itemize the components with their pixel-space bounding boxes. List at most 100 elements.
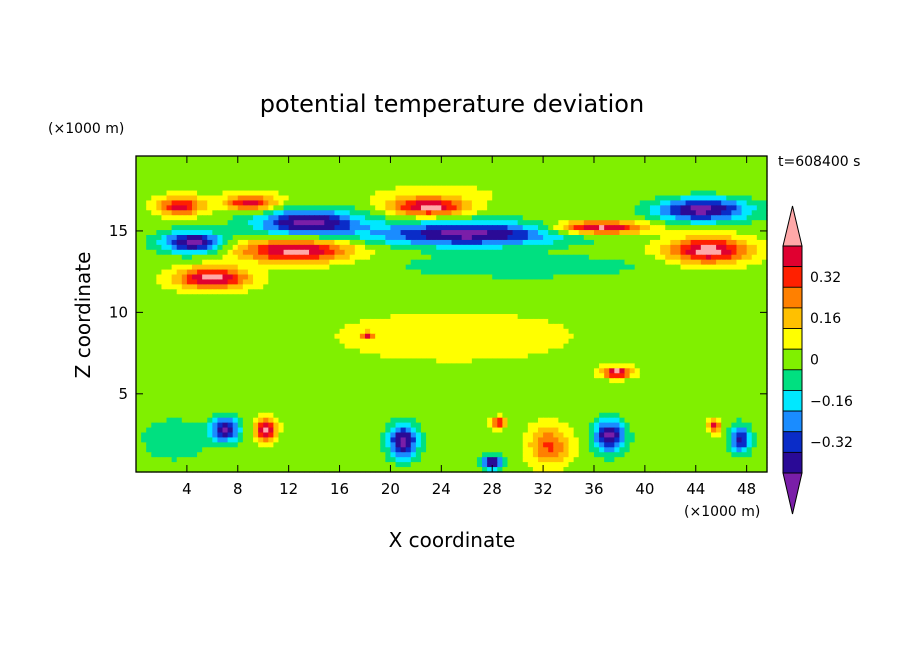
contour-cell (283, 220, 290, 226)
contour-cell (492, 299, 498, 305)
contour-cell (258, 269, 264, 276)
contour-cell (716, 343, 722, 350)
contour-cell (400, 323, 407, 330)
contour-cell (512, 299, 519, 305)
contour-cell (217, 333, 224, 340)
contour-cell (583, 156, 590, 162)
contour-cell (227, 170, 234, 177)
contour-cell (604, 239, 610, 246)
contour-cell (303, 259, 310, 266)
contour-cell (466, 328, 473, 335)
contour-cell (431, 195, 437, 202)
contour-cell (644, 220, 651, 226)
contour-cell (543, 323, 549, 330)
contour-cell (380, 210, 386, 216)
contour-cell (370, 323, 376, 330)
contour-cell (176, 328, 183, 335)
contour-cell (181, 274, 188, 281)
contour-cell (492, 195, 498, 202)
contour-cell (420, 314, 427, 320)
contour-cell (563, 175, 570, 182)
contour-cell (741, 190, 748, 197)
contour-cell (746, 294, 753, 300)
contour-cell (639, 333, 646, 340)
contour-cell (156, 225, 163, 231)
contour-cell (258, 314, 264, 320)
contour-cell (380, 180, 386, 187)
contour-cell (400, 244, 407, 251)
contour-cell (553, 225, 559, 231)
contour-cell (736, 156, 743, 162)
contour-cell (670, 215, 676, 221)
contour-cell (273, 264, 280, 271)
contour-cell (736, 165, 743, 172)
contour-cell (629, 299, 636, 305)
contour-cell (619, 343, 626, 350)
contour-cell (487, 225, 493, 231)
contour-cell (161, 170, 168, 177)
contour-cell (578, 225, 585, 231)
contour-cell (273, 175, 280, 182)
contour-cell (670, 205, 676, 211)
contour-cell (268, 284, 274, 290)
contour-cell (736, 318, 743, 325)
contour-cell (466, 269, 473, 276)
contour-cell (573, 269, 580, 276)
contour-cell (324, 249, 330, 256)
contour-cell (690, 259, 697, 266)
contour-cell (309, 294, 315, 300)
contour-cell (390, 304, 397, 310)
contour-cell (487, 318, 493, 325)
contour-cell (375, 230, 381, 236)
contour-cell (364, 190, 371, 197)
contour-cell (359, 264, 366, 271)
contour-cell (573, 225, 580, 231)
contour-cell (548, 156, 554, 162)
contour-cell (619, 284, 626, 290)
contour-cell (690, 289, 697, 295)
contour-cell (354, 314, 361, 320)
contour-cell (420, 254, 427, 261)
contour-cell (573, 348, 580, 355)
contour-cell (349, 200, 356, 206)
contour-cell (705, 284, 712, 290)
contour-cell (527, 323, 534, 330)
contour-cell (502, 200, 509, 206)
contour-cell (288, 215, 295, 221)
contour-cell (711, 195, 717, 202)
contour-cell (731, 314, 738, 320)
contour-cell (207, 244, 213, 251)
contour-cell (410, 264, 417, 271)
contour-cell (176, 318, 183, 325)
contour-cell (146, 156, 152, 162)
contour-cell (685, 318, 692, 325)
contour-cell (527, 185, 534, 192)
contour-cell (385, 175, 392, 182)
contour-cell (364, 195, 371, 202)
contour-cell (247, 220, 254, 226)
contour-cell (695, 220, 702, 226)
contour-cell (151, 239, 157, 246)
plot-area (136, 156, 768, 473)
contour-cell (431, 323, 437, 330)
contour-cell (634, 299, 641, 305)
contour-cell (568, 343, 575, 350)
contour-cell (578, 299, 585, 305)
contour-cell (497, 318, 503, 325)
contour-cell (685, 220, 692, 226)
contour-cell (324, 314, 330, 320)
contour-cell (136, 190, 142, 197)
contour-cell (359, 323, 366, 330)
contour-cell (538, 299, 544, 305)
contour-cell (711, 274, 717, 281)
contour-cell (639, 254, 646, 261)
contour-cell (405, 259, 412, 266)
contour-cell (548, 235, 554, 241)
contour-cell (222, 274, 229, 281)
contour-cell (329, 235, 336, 241)
contour-cell (578, 254, 585, 261)
contour-cell (711, 165, 717, 172)
contour-cell (395, 264, 402, 271)
contour-cell (303, 185, 310, 192)
contour-cell (451, 259, 458, 266)
